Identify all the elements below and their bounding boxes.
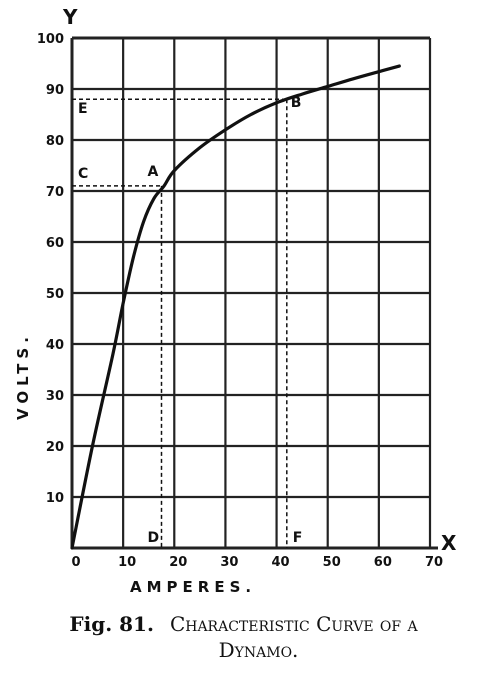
point-label: C — [78, 166, 88, 182]
x-tick-label: 10 — [118, 555, 136, 570]
y-tick-label: 50 — [46, 287, 64, 302]
x-tick-label: 0 — [71, 555, 80, 570]
point-label: F — [293, 530, 303, 546]
point-label: B — [291, 95, 302, 111]
tick-labels: 0 10 20 30 40 50 60 70 10 20 30 40 50 60 70 80 90 100 — [37, 32, 443, 570]
y-axis-letter: Y — [62, 5, 78, 29]
point-label: D — [148, 530, 160, 546]
y-axis-title: VOLTS. — [14, 332, 32, 420]
x-tick-label: 60 — [374, 555, 392, 570]
y-tick-label: 30 — [46, 389, 64, 404]
x-axis-title: AMPERES. — [130, 578, 256, 596]
y-tick-label: 80 — [46, 134, 64, 149]
y-tick-label: 40 — [46, 338, 64, 353]
characteristic-curve-chart: 0 10 20 30 40 50 60 70 10 20 30 40 50 60 70 80 90 100 A B C… — [14, 5, 457, 596]
y-tick-label: 60 — [46, 236, 64, 251]
y-tick-label: 100 — [37, 32, 64, 47]
dashed-guides — [72, 98, 288, 548]
point-label: A — [148, 164, 159, 180]
series-line — [70, 64, 401, 550]
figure-caption: Fig. 81. Characteristic Curve of a Dynamo… — [0, 612, 487, 662]
point-label: E — [78, 101, 88, 117]
x-tick-label: 40 — [272, 555, 290, 570]
y-tick-label: 10 — [46, 491, 64, 506]
x-tick-label: 30 — [220, 555, 238, 570]
caption-title-line2: Dynamo. — [218, 638, 299, 662]
grid — [70, 36, 438, 550]
caption-title-line1: Characteristic Curve of a — [169, 612, 418, 636]
figure-number: Fig. 81. — [69, 612, 154, 636]
x-tick-label: 50 — [323, 555, 341, 570]
y-tick-label: 70 — [46, 185, 64, 200]
y-tick-label: 90 — [46, 83, 64, 98]
x-axis-letter: X — [441, 531, 457, 555]
curve — [70, 64, 401, 550]
point-labels: A B C D E F — [78, 95, 302, 546]
x-tick-label: 70 — [425, 555, 443, 570]
x-tick-label: 20 — [169, 555, 187, 570]
y-tick-label: 20 — [46, 440, 64, 455]
